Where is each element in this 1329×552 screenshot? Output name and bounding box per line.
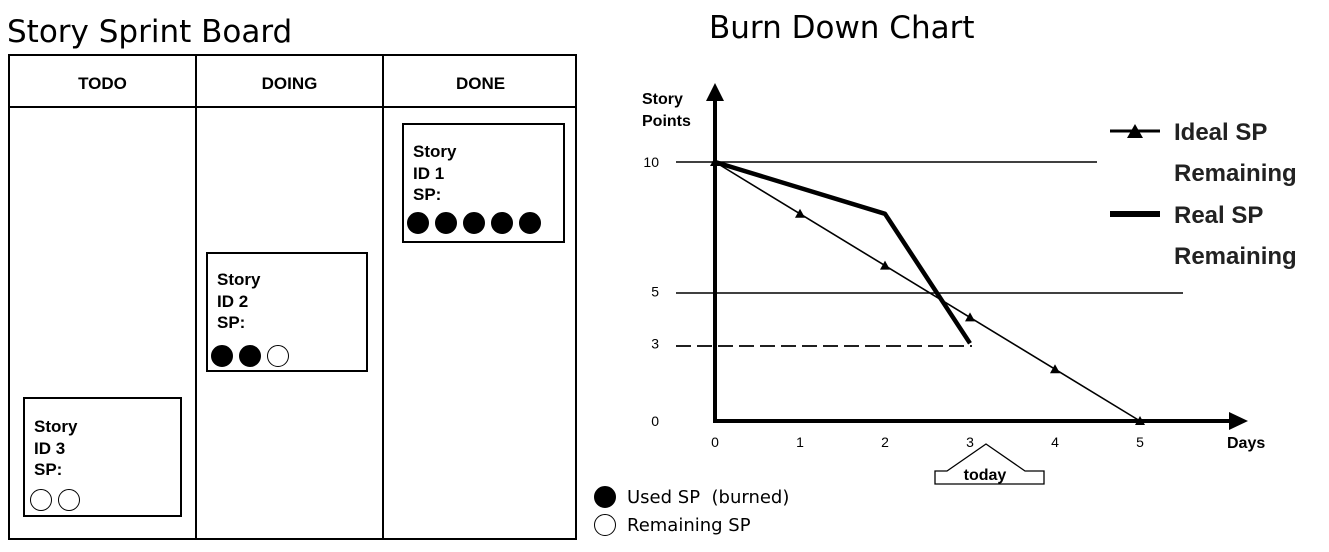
real-sp-line xyxy=(714,159,972,345)
story-point-dots xyxy=(30,489,80,511)
filled-circle-icon xyxy=(594,486,616,508)
card-story-label: Story xyxy=(413,142,457,161)
y-axis-label-line1: Story xyxy=(642,91,683,108)
y-tick-label: 3 xyxy=(651,335,659,351)
x-axis-label: Days xyxy=(1227,435,1265,452)
ideal-sp-line xyxy=(714,161,1141,422)
sprint-board: TODO DOING DONE Story ID 3 SP: Story ID … xyxy=(8,54,577,540)
card-story-label: Story xyxy=(217,270,261,289)
story-point-dots xyxy=(407,212,541,234)
remaining-sp-dot xyxy=(58,489,80,511)
y-tick-label: 0 xyxy=(651,413,659,429)
legend-used-label: Used SP (burned) xyxy=(627,486,790,508)
column-divider xyxy=(195,56,197,538)
empty-circle-icon xyxy=(594,514,616,536)
today-label: today xyxy=(964,467,1007,484)
board-title: Story Sprint Board xyxy=(7,14,293,50)
legend-ideal-label-line1: Ideal SP xyxy=(1174,119,1267,146)
triangle-icon xyxy=(1127,124,1143,138)
legend-remaining: Remaining SP xyxy=(594,514,751,536)
column-divider xyxy=(382,56,384,538)
header-divider xyxy=(10,106,575,108)
column-header-done: DONE xyxy=(455,74,506,93)
x-tick-label: 2 xyxy=(881,434,889,450)
card-sp-label: SP: xyxy=(217,313,246,332)
used-sp-dot xyxy=(491,212,513,234)
x-tick-label: 1 xyxy=(796,434,804,450)
remaining-sp-dot xyxy=(267,345,289,367)
story-card-3[interactable]: Story ID 3 SP: xyxy=(23,397,182,517)
legend-remaining-label: Remaining SP xyxy=(627,514,751,536)
used-sp-dot xyxy=(463,212,485,234)
legend-used: Used SP (burned) xyxy=(594,486,789,508)
y-axis-label-line2: Points xyxy=(642,113,691,130)
column-header-todo: TODO xyxy=(78,74,127,93)
story-card-1[interactable]: Story ID 1 SP: xyxy=(402,123,565,243)
card-id-label: ID 1 xyxy=(413,163,445,183)
x-tick-label: 5 xyxy=(1136,434,1144,450)
x-tick-labels: 0 1 2 3 4 5 xyxy=(711,434,1144,450)
story-point-dots xyxy=(211,345,289,367)
y-tick-label: 10 xyxy=(643,154,659,170)
card-id-label: ID 2 xyxy=(217,291,249,311)
used-sp-dot xyxy=(239,345,261,367)
today-arrow-icon xyxy=(934,443,1045,485)
ideal-sp-point xyxy=(965,312,975,322)
used-sp-dot xyxy=(435,212,457,234)
chart-legend: Ideal SP Remaining Real SP Remaining xyxy=(1110,119,1297,270)
card-story-label: Story xyxy=(34,417,78,436)
card-sp-label: SP: xyxy=(34,460,63,479)
used-sp-dot xyxy=(407,212,429,234)
legend-ideal-label-line2: Remaining xyxy=(1174,160,1297,187)
ideal-sp-markers xyxy=(710,157,1145,425)
x-tick-label: 3 xyxy=(966,434,974,450)
used-sp-dot xyxy=(519,212,541,234)
ideal-sp-point xyxy=(1050,364,1060,374)
x-tick-label: 0 xyxy=(711,434,719,450)
used-sp-dot xyxy=(211,345,233,367)
x-axis-arrow-icon xyxy=(1229,412,1248,430)
ideal-sp-point xyxy=(795,208,805,218)
card-id-label: ID 3 xyxy=(34,438,66,458)
legend-real-label-line2: Remaining xyxy=(1174,243,1297,270)
story-card-2[interactable]: Story ID 2 SP: xyxy=(206,252,368,372)
remaining-sp-dot xyxy=(30,489,52,511)
column-header-doing: DOING xyxy=(261,74,318,93)
y-tick-label: 5 xyxy=(651,284,659,300)
x-tick-label: 4 xyxy=(1051,434,1059,450)
y-axis-arrow-icon xyxy=(706,83,724,101)
card-sp-label: SP: xyxy=(413,185,442,204)
chart-title: Burn Down Chart xyxy=(709,10,975,46)
legend-real-label-line1: Real SP xyxy=(1174,202,1263,229)
ideal-sp-point xyxy=(880,260,890,270)
ideal-sp-point xyxy=(1135,416,1145,425)
y-tick-labels: 0 3 5 10 xyxy=(643,154,659,429)
